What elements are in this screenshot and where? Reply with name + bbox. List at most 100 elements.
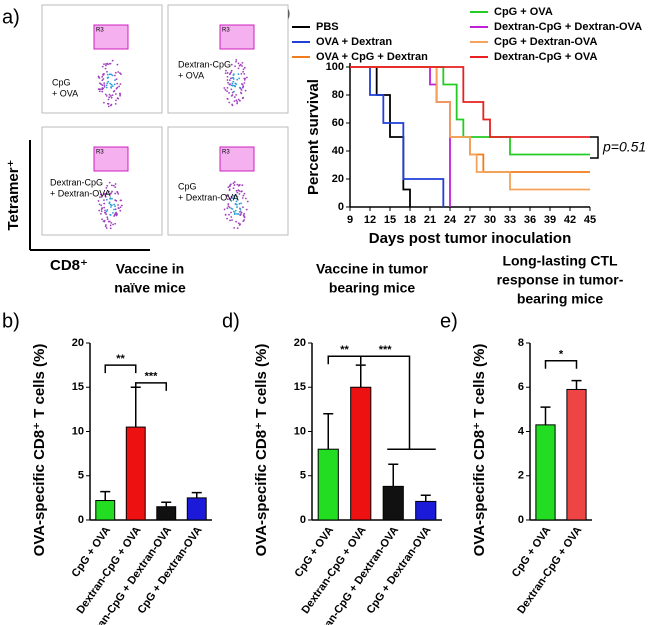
- flow-dot: [104, 67, 107, 70]
- flow-dot: [240, 91, 242, 94]
- bar: [186, 497, 207, 521]
- y-tick-label: 10: [72, 425, 84, 437]
- flow-dot: [105, 227, 108, 229]
- y-tick-label: 80: [332, 89, 344, 101]
- flow-dot: [115, 199, 118, 202]
- flow-dot: [241, 197, 244, 199]
- y-tick-label: 10: [294, 425, 306, 437]
- flow-dot: [100, 204, 103, 207]
- flow-dot: [104, 195, 107, 198]
- flow-dot: [98, 90, 101, 93]
- flow-dot: [230, 216, 233, 218]
- flow-dot: [245, 197, 247, 200]
- flow-dot: [230, 207, 233, 210]
- flow-dot: [106, 70, 108, 73]
- flow-dot: [107, 220, 110, 223]
- x-tick-label: 36: [524, 214, 536, 226]
- y-axis-label: OVA-specific CD8⁺ T cells (%): [31, 344, 48, 557]
- flow-dot: [112, 223, 114, 226]
- flow-dot: [225, 69, 227, 72]
- flow-plot-label: + Dextran-OVA: [178, 192, 239, 202]
- flow-dot: [223, 87, 226, 89]
- flow-dot: [114, 222, 117, 225]
- flow-dot: [110, 96, 113, 99]
- flow-dot: [111, 190, 113, 193]
- flow-dot: [233, 197, 236, 200]
- flow-dot: [106, 218, 109, 221]
- flow-dot: [231, 104, 234, 107]
- flow-dot: [105, 213, 108, 216]
- flow-gate: [219, 146, 255, 172]
- flow-dot: [117, 192, 120, 195]
- flow-dot: [108, 181, 111, 184]
- flow-dot: [230, 63, 233, 66]
- flow-plot-label: + OVA: [178, 70, 204, 80]
- bar: [350, 386, 372, 521]
- flow-dot: [234, 209, 237, 212]
- flow-plot: [41, 4, 163, 114]
- flow-dot: [114, 205, 116, 208]
- flow-dot: [244, 89, 247, 92]
- flow-dot: [119, 92, 121, 95]
- error-bar: [420, 494, 431, 502]
- error-bar: [100, 490, 111, 501]
- flow-dot: [232, 182, 235, 185]
- flow-dot: [105, 63, 107, 65]
- y-tick-label: 15: [72, 381, 84, 393]
- flow-dot: [230, 199, 233, 202]
- flow-dot: [111, 85, 114, 88]
- flow-dot: [119, 206, 122, 209]
- flow-dot: [115, 87, 118, 90]
- flow-dot: [110, 83, 113, 86]
- flow-dot: [114, 192, 117, 195]
- flow-gate: [219, 24, 255, 50]
- flow-dot: [116, 190, 119, 193]
- error-bar: [540, 406, 551, 425]
- flow-dot: [110, 206, 112, 208]
- flow-dot: [228, 101, 231, 104]
- flow-plot-label: CpG: [52, 77, 71, 87]
- flow-dot: [235, 83, 238, 86]
- flow-dot: [240, 89, 243, 91]
- flow-x-label: CD8⁺: [50, 257, 88, 274]
- flow-dot: [115, 99, 117, 102]
- flow-dot: [104, 211, 107, 214]
- flow-dot: [233, 90, 235, 93]
- flow-dot: [230, 84, 233, 87]
- bar: [566, 388, 587, 521]
- flow-dot: [104, 209, 106, 212]
- significance-label: *: [559, 349, 564, 361]
- flow-dot: [238, 207, 241, 210]
- flow-dot: [106, 216, 109, 219]
- flow-dot: [103, 101, 105, 104]
- flow-dot: [228, 213, 230, 216]
- error-bar: [130, 386, 141, 428]
- flow-dot: [226, 79, 229, 81]
- flow-dot: [244, 77, 246, 80]
- flow-y-label: Tetramer⁺: [5, 159, 22, 230]
- flow-dot: [236, 206, 238, 208]
- significance-bracket: [360, 355, 436, 450]
- flow-dot: [106, 192, 108, 195]
- significance-label: **: [116, 353, 125, 365]
- flow-dot: [241, 65, 243, 67]
- flow-dot: [234, 65, 236, 68]
- x-tick-label: 39: [544, 214, 556, 226]
- flow-dot: [238, 202, 241, 205]
- flow-dot: [105, 198, 108, 201]
- flow-dot: [242, 194, 245, 197]
- x-axis-label: Days post tumor inoculation: [369, 230, 572, 247]
- flow-dot: [117, 71, 120, 73]
- panel-label: d): [222, 310, 240, 332]
- legend-label: PBS: [316, 21, 339, 33]
- flow-dot: [105, 84, 108, 87]
- flow-plot-label: Dextran-CpG: [178, 59, 231, 69]
- flow-dot: [227, 186, 230, 189]
- flow-dot: [108, 62, 111, 65]
- survival-line: [350, 66, 590, 191]
- x-tick-label: 12: [364, 214, 376, 226]
- chart-title: naïve mice: [114, 280, 186, 296]
- flow-dot: [227, 203, 230, 205]
- flow-dot: [233, 100, 236, 103]
- y-tick-label: 20: [332, 173, 344, 185]
